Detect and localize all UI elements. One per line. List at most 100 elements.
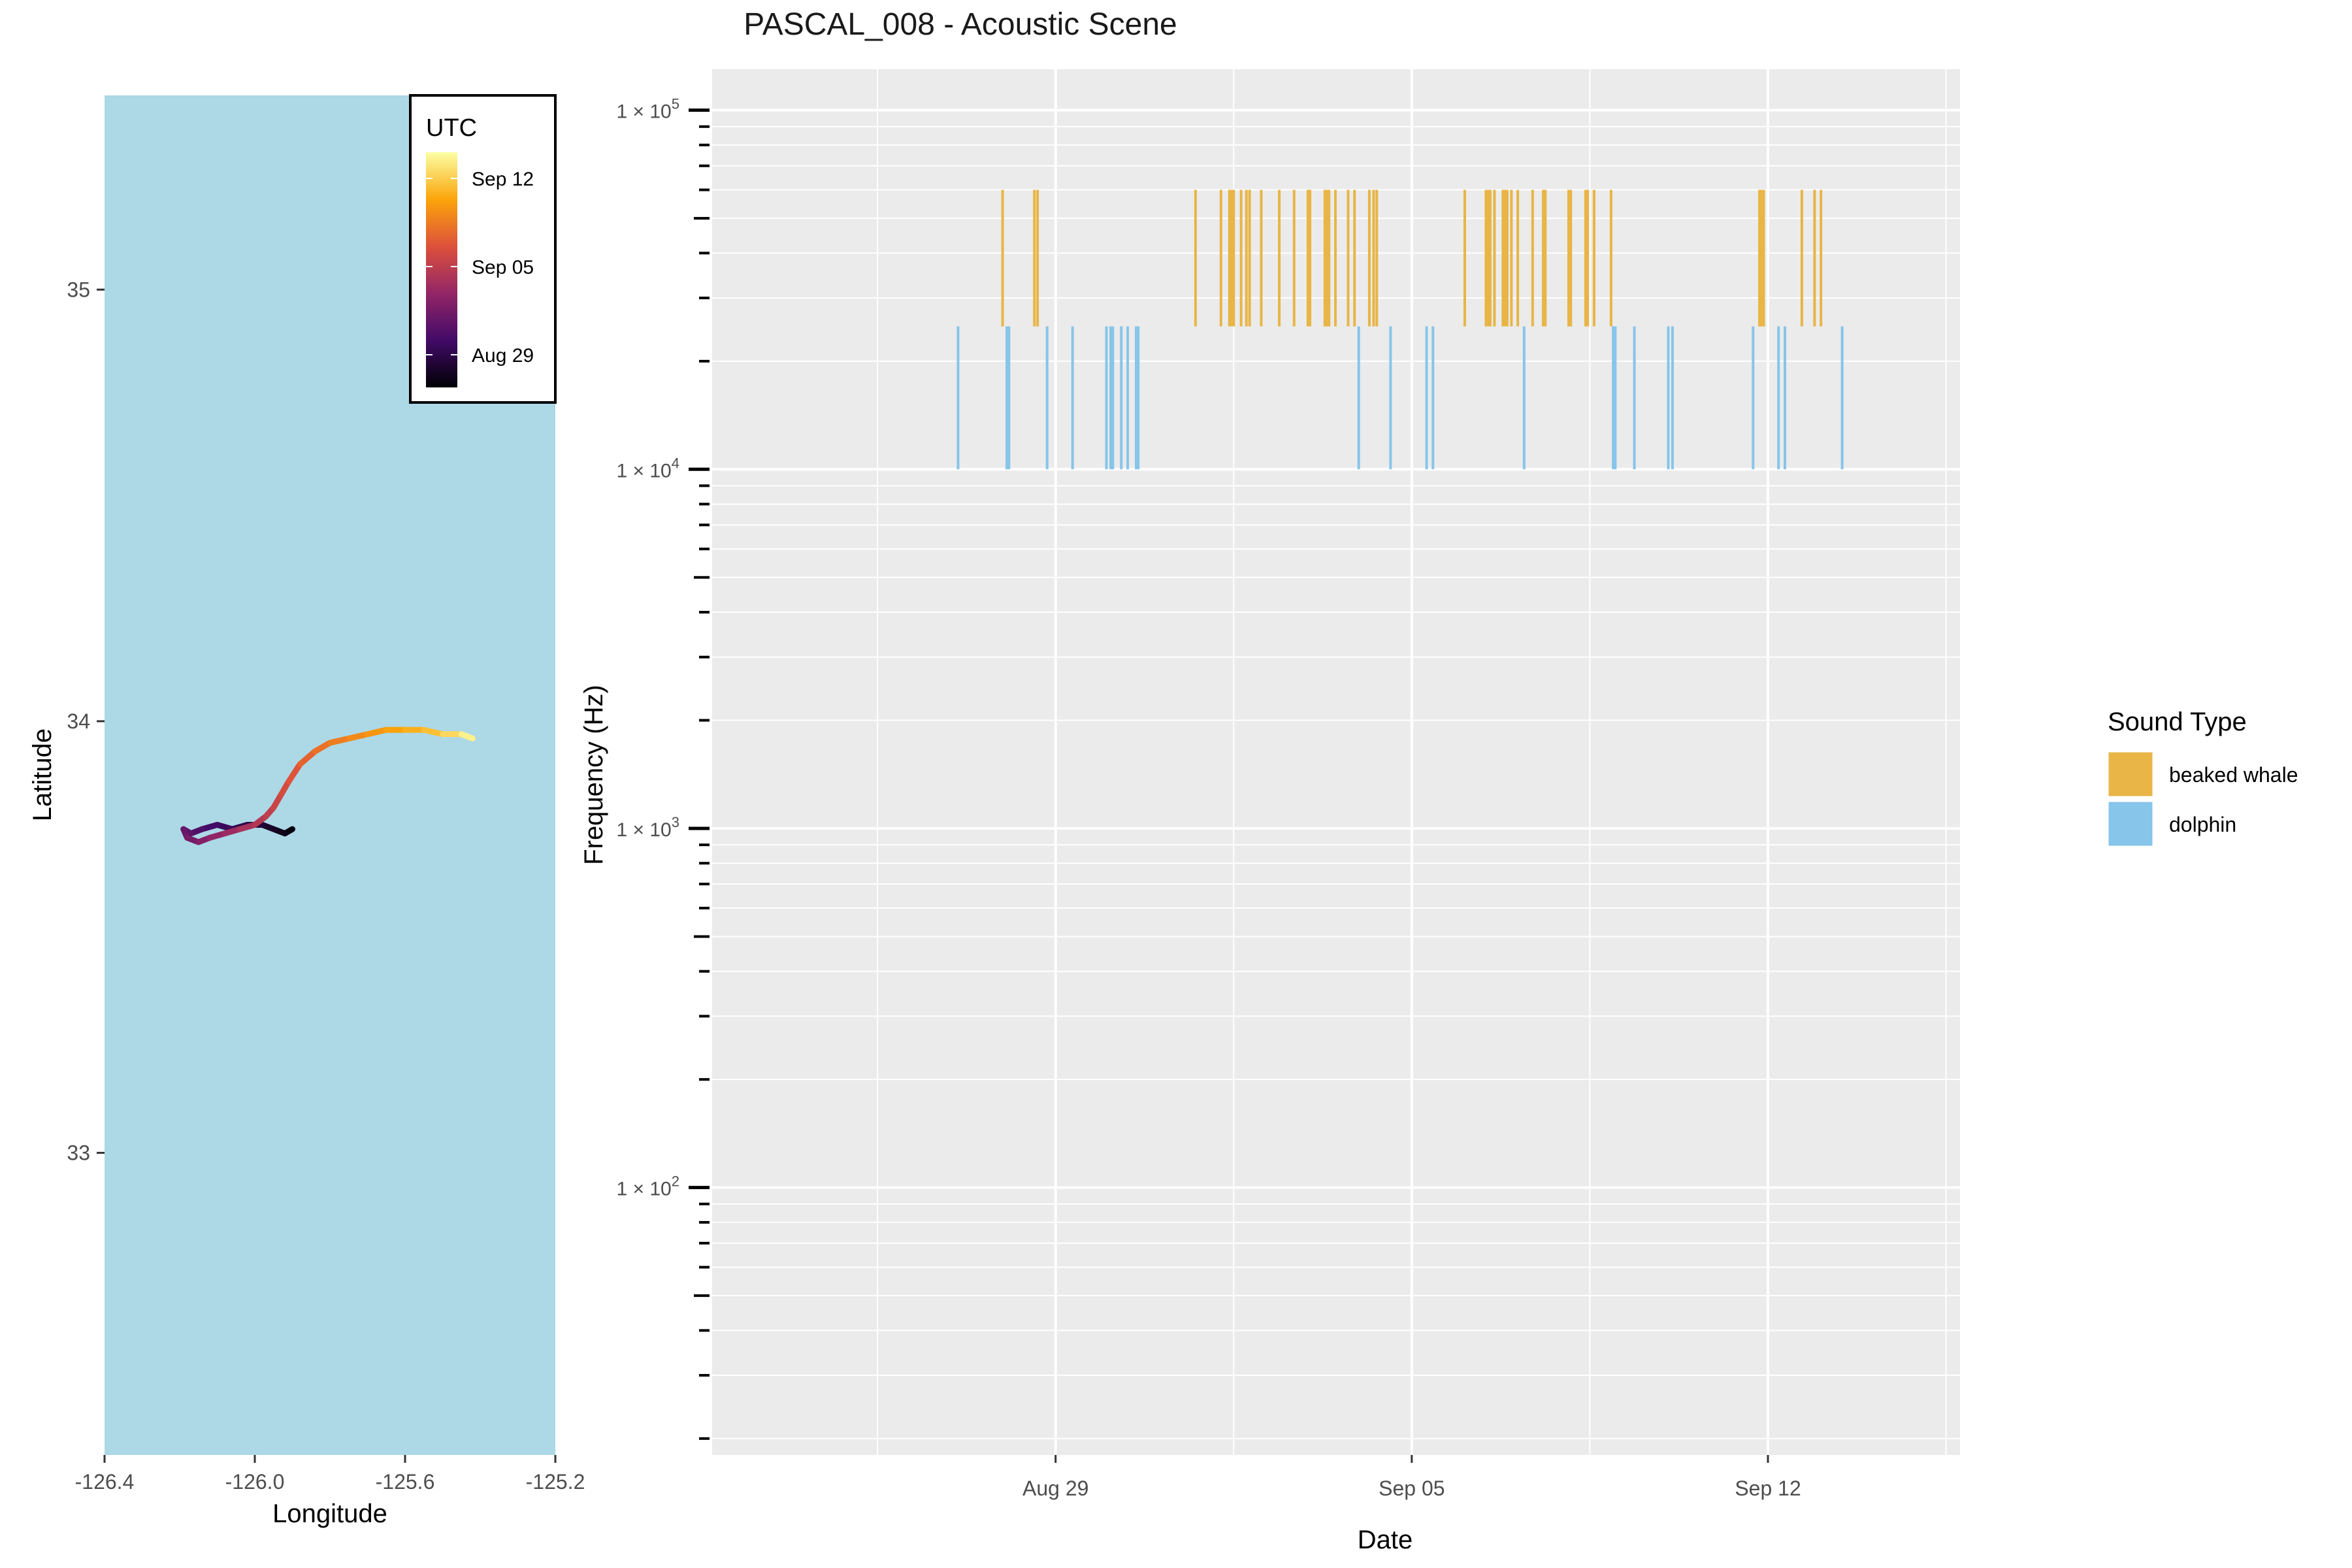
detection-bar	[1135, 326, 1138, 470]
acoustic-gridlines	[712, 69, 1960, 1455]
detection-bar	[1783, 326, 1786, 470]
acoustic-x-axis-label: Date	[1358, 1526, 1413, 1554]
detection-bar	[1230, 189, 1233, 327]
detection-bar	[1762, 189, 1765, 327]
ship-track	[180, 727, 476, 845]
legend-label: beaked whale	[2169, 763, 2298, 787]
detection-bar	[1278, 189, 1281, 327]
detection-bar	[1260, 189, 1263, 327]
track-segment	[458, 731, 476, 742]
y-tick-label-exponent: 3	[672, 814, 679, 830]
detection-bar	[1375, 189, 1379, 327]
detection-bar	[1036, 189, 1039, 327]
detection-bar	[1840, 326, 1844, 470]
map-x-tick-label: -125.6	[376, 1470, 435, 1494]
detection-bar	[1586, 189, 1590, 327]
detection-bar	[1542, 189, 1545, 327]
y-tick-label-base: 1 × 10	[617, 819, 672, 841]
detection-bar	[1486, 189, 1490, 327]
x-tick-label: Sep 12	[1735, 1477, 1801, 1500]
y-tick-label-exponent: 5	[672, 96, 679, 112]
detection-bar	[1612, 326, 1615, 470]
y-tick-label-base: 1 × 10	[617, 460, 672, 482]
y-tick-label-exponent: 2	[672, 1173, 679, 1190]
detection-bar	[1752, 326, 1755, 470]
detection-bar	[1531, 189, 1534, 327]
map-y-axis: 33 34 35	[67, 278, 105, 1165]
chart-title: PASCAL_008 - Acoustic Scene	[743, 7, 1177, 42]
detection-bar	[1248, 189, 1251, 327]
detection-bar	[1463, 189, 1466, 327]
detection-bar	[956, 326, 960, 470]
map-x-tick-label: -126.0	[225, 1470, 285, 1494]
map-x-tick-label: -126.4	[75, 1470, 135, 1494]
track-segment	[297, 748, 318, 768]
map-y-tick-label: 34	[67, 710, 90, 733]
detection-bar	[1353, 189, 1356, 327]
x-tick-label: Aug 29	[1022, 1477, 1088, 1500]
detection-bar	[1505, 189, 1509, 327]
frequency-axis-label: Frequency (Hz)	[580, 685, 608, 865]
detection-bar	[1800, 189, 1803, 327]
detection-bar	[1567, 189, 1570, 327]
y-tick-label: 1 × 104	[617, 455, 680, 482]
detection-bar	[1516, 189, 1520, 327]
detection-bar	[1001, 189, 1004, 327]
detection-bar	[1194, 189, 1197, 327]
detection-bar	[1347, 189, 1350, 327]
detection-bar	[1007, 326, 1011, 470]
detection-bar	[1232, 189, 1235, 327]
detection-bar	[1544, 189, 1547, 327]
y-tick-label: 1 × 103	[617, 814, 680, 841]
detection-bar	[1667, 326, 1670, 470]
detection-bar	[1109, 326, 1113, 470]
utc-colorbar	[426, 152, 457, 387]
x-tick-label: Sep 05	[1379, 1477, 1445, 1500]
y-tick-label-base: 1 × 10	[617, 1179, 672, 1200]
map-panel: -126.4 -126.0 -125.6 -125.2 33 34 35 Longitud…	[28, 94, 585, 1528]
detection-bar	[1071, 326, 1074, 470]
detection-bar	[1219, 189, 1222, 327]
detection-bar	[1357, 326, 1360, 470]
detection-bar	[1105, 326, 1108, 470]
detection-bar	[1813, 189, 1816, 327]
date-axis: Aug 29 Sep 05 Sep 12	[1022, 1455, 1801, 1500]
detection-bar	[1510, 189, 1513, 327]
map-x-axis: -126.4 -126.0 -125.6 -125.2	[75, 1455, 585, 1494]
detection-bar	[1633, 326, 1636, 470]
detection-bar	[1760, 189, 1763, 327]
detection-bar	[1137, 326, 1140, 470]
utc-legend-title: UTC	[426, 114, 477, 142]
map-y-tick-label: 33	[67, 1141, 90, 1165]
legend-key	[2106, 750, 2155, 798]
detection-bar	[1389, 326, 1392, 470]
utc-legend: UTC Sep 12 Sep 05 Aug 29	[409, 94, 557, 404]
detection-bar	[1758, 189, 1761, 327]
acoustic-y-label-layer: Frequency (Hz)	[580, 685, 608, 865]
detection-events	[956, 189, 1844, 470]
detection-bar	[1367, 189, 1371, 327]
y-tick-label: 1 × 102	[617, 1173, 680, 1200]
y-tick-label-exponent: 4	[672, 455, 679, 471]
sound-type-legend: Sound Type beaked whale dolphin	[2106, 708, 2298, 848]
detection-bar	[1425, 326, 1428, 470]
legend-label: dolphin	[2169, 813, 2236, 836]
detection-bar	[1005, 326, 1009, 470]
detection-bar	[1488, 189, 1492, 327]
y-tick-label-base: 1 × 10	[617, 101, 672, 123]
detection-bar	[1820, 189, 1823, 327]
detection-bar	[1671, 326, 1674, 470]
detection-bar	[1306, 189, 1309, 327]
detection-bar	[1120, 326, 1123, 470]
detection-bar	[1245, 189, 1248, 327]
detection-bar	[1777, 326, 1780, 470]
detection-bar	[1614, 326, 1617, 470]
map-x-axis-label: Longitude	[272, 1499, 387, 1528]
detection-bar	[1111, 326, 1115, 470]
y-tick-label: 1 × 105	[617, 96, 680, 123]
track-segment	[346, 731, 370, 742]
track-segment	[421, 727, 446, 738]
detection-bar	[1609, 189, 1612, 327]
